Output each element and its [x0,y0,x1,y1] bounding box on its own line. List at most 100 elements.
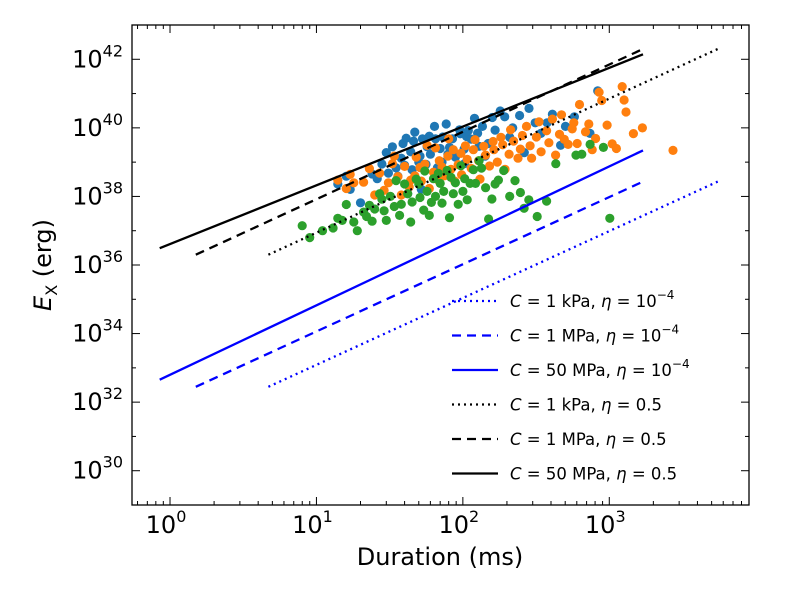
scatter-point [448,189,458,199]
legend-symbol-eta: η [616,465,626,484]
y-tick-label: 1042 [72,41,123,73]
legend-eta-value: = 10 [627,361,672,380]
scatter-point [456,161,466,171]
scatter-point [510,176,520,186]
scatter-point [515,187,526,198]
scatter-point [468,145,478,155]
scatter-point [460,141,470,151]
scatter-point [349,217,359,227]
y-tick-label-base: 10 [72,45,103,73]
scatter-point [456,148,466,158]
scatter-point [462,195,472,205]
y-tick-label-exponent: 38 [103,178,123,197]
scatter-point [396,199,406,209]
x-tick-label-exponent: 1 [323,507,333,526]
legend-eta-value: = 0.5 [616,430,667,449]
scatter-point [411,152,421,162]
model-line-2 [159,149,644,381]
x-tick-label-base: 10 [146,511,177,539]
x-tick-label: 100 [146,507,187,539]
scatter-point [470,178,481,188]
scatter-point [505,191,515,201]
scatter-point [517,130,528,141]
legend-symbol-c: C [510,465,522,484]
scatter-point [479,141,489,151]
scatter-point [437,198,447,208]
scatter-point [420,166,430,176]
scatter-point [542,126,552,136]
scatter-point [493,175,503,185]
scatter-point [591,133,601,144]
scatter-point [430,191,441,201]
scatter-point [367,216,377,226]
y-tick-label-base: 10 [72,251,103,279]
scatter-point [490,125,500,135]
legend-symbol-eta: η [606,327,616,346]
scatter-point [621,107,631,117]
scatter-point [468,165,478,175]
scatter-point [407,197,417,207]
model-line-0 [267,180,719,388]
scatter-point [364,164,374,174]
x-tick-label: 101 [292,507,333,539]
scatter-point [628,129,639,139]
y-tick-label-base: 10 [72,388,103,416]
scatter-point [496,132,506,142]
scatter-point [383,178,393,188]
legend-symbol-eta: η [616,361,626,380]
y-tick-label: 1040 [72,110,123,142]
scatter-point [297,221,307,231]
scatter-point [462,154,472,164]
scatter-point [585,139,595,149]
scatter-point [506,125,516,135]
scatter-point [531,132,542,142]
scatter-point [574,99,585,110]
model-line-1 [195,180,644,388]
scatter-point [408,136,419,146]
legend-exponent: −4 [672,357,690,371]
y-tick-label-base: 10 [72,457,103,485]
scatter-point [489,145,499,155]
scatter-point [317,226,328,236]
scatter-point [448,145,458,155]
legend-label: = 50 MPa, [522,361,617,380]
scatter-point [617,82,627,92]
legend-symbol-eta: η [601,292,611,311]
scatter-point [341,183,351,194]
legend-label: = 50 MPa, [522,465,617,484]
y-tick-label-exponent: 42 [103,41,123,60]
legend-symbol-c: C [510,292,522,311]
scatter-point [508,136,519,146]
y-tick-label-exponent: 40 [103,110,123,129]
x-tick-label-exponent: 0 [176,507,186,526]
scatter-point [410,127,420,137]
scatter-point [444,213,455,223]
y-tick-label: 1036 [72,247,123,279]
y-tick-label-base: 10 [72,182,103,210]
scatter-point [547,114,558,124]
x-tick-label: 102 [438,507,479,539]
legend-symbol-c: C [510,361,522,380]
legend-symbol-c: C [510,430,522,449]
scatter-point [544,138,554,148]
scatter-point [425,149,435,159]
scatter-point [524,103,534,113]
y-axis-label-symbol: E [29,295,57,311]
scatter-point [488,136,498,147]
scatter-point [406,217,416,227]
scatter-point [525,141,535,151]
legend-label: = 1 MPa, [522,327,606,346]
scatter-point [435,178,445,188]
legend-symbol-c: C [510,327,522,346]
legend-eta-value: = 10 [611,292,656,311]
legend-label: = 1 MPa, [522,430,606,449]
y-tick-label-exponent: 32 [103,384,123,403]
scatter-point [450,178,460,188]
scatter-point [395,210,405,220]
legend-entry-5: C = 50 MPa, η = 0.5 [510,465,677,484]
scatter-point [381,148,391,158]
scatter-point [556,110,567,120]
y-tick-label: 1030 [72,453,123,485]
scatter-point [359,177,369,187]
